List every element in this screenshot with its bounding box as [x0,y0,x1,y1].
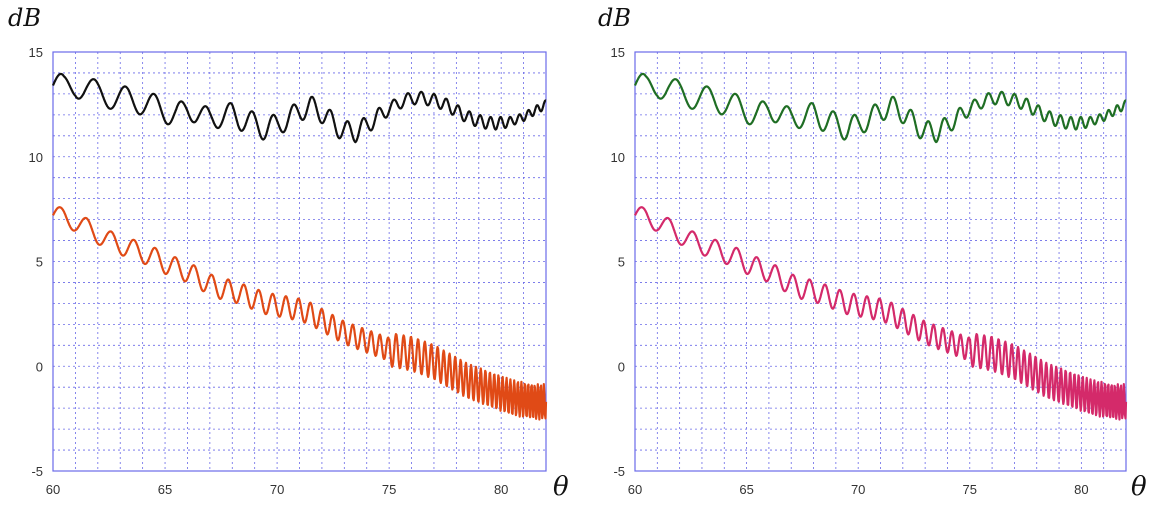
series-line-upper [633,72,1127,144]
y-tick-label: 15 [29,45,43,60]
series-line-upper [51,72,547,144]
series-line-lower [634,206,1128,421]
plot-frame [634,51,1127,472]
x-tick-label: 60 [628,482,642,497]
x-tick-label: 60 [46,482,60,497]
plot-frame [52,51,547,472]
left-y-axis-label: dB [8,4,41,32]
left-chart: 60 65 70 75 80 15 10 5 0 -5 [29,45,548,497]
series-line-lower [52,206,548,421]
x-tick-label: 65 [739,482,753,497]
y-tick-label: 15 [611,45,625,60]
grid [53,52,546,471]
y-tick-label: 10 [611,150,625,165]
x-tick-label: 65 [158,482,172,497]
x-tick-label: 80 [494,482,508,497]
y-tick-label: 0 [36,359,43,374]
y-tick-label: 5 [618,255,625,270]
left-chart-panel: 60 65 70 75 80 15 10 5 0 -5 dB θ [0,0,577,505]
right-x-axis-label: θ [1131,472,1147,502]
y-tick-label: 0 [618,359,625,374]
y-tick-label: -5 [31,464,43,479]
x-tick-label: 75 [382,482,396,497]
y-tick-label: 5 [36,255,43,270]
y-tick-label: -5 [613,464,625,479]
y-tick-label: 10 [29,150,43,165]
left-x-axis-label: θ [553,472,569,502]
x-tick-label: 70 [851,482,865,497]
right-chart-panel: 60 65 70 75 80 15 10 5 0 -5 dB θ [578,0,1155,505]
x-tick-label: 70 [270,482,284,497]
right-chart: 60 65 70 75 80 15 10 5 0 -5 [611,45,1128,497]
right-y-axis-label: dB [598,4,631,32]
x-tick-label: 75 [963,482,977,497]
x-tick-label: 80 [1074,482,1088,497]
